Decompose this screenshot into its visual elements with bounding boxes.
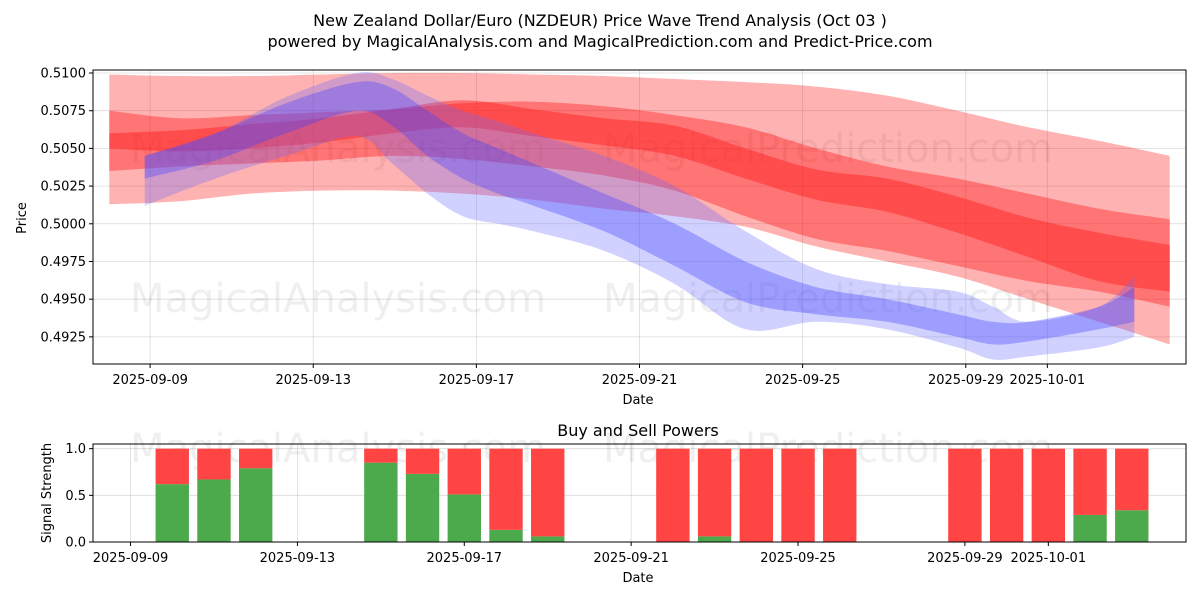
- signal-x-ticks: 2025-09-09 2025-09-13 2025-09-17 2025-09-21…: [93, 542, 1086, 566]
- price-x-tick-label: 2025-09-17: [439, 373, 515, 388]
- sell-bar: [656, 448, 690, 542]
- signal-x-tick-label: 2025-10-01: [1011, 551, 1087, 566]
- price-y-tick-label: 0.4975: [41, 255, 87, 270]
- signal-x-tick-label: 2025-09-29: [927, 551, 1003, 566]
- price-wave-bands: [109, 72, 1170, 360]
- sell-bar: [781, 448, 815, 542]
- price-band-red-wave-core: [109, 100, 1170, 292]
- sell-bar: [197, 448, 231, 480]
- watermark-top-left: MagicalAnalysis.com: [130, 126, 546, 172]
- buy-bar: [364, 462, 398, 542]
- price-x-tick-label: 2025-09-09: [112, 373, 188, 388]
- price-y-label: Price: [15, 202, 30, 234]
- signal-bars: [155, 448, 1149, 542]
- buy-bar: [239, 468, 273, 542]
- signal-plot-frame: [92, 443, 1187, 543]
- buy-bar: [1115, 510, 1149, 542]
- sell-bar: [239, 448, 273, 469]
- price-y-tick-label: 0.4925: [41, 330, 87, 345]
- buy-bar: [447, 494, 481, 542]
- price-y-tick-label: 0.5075: [41, 104, 87, 119]
- price-band-red-wave-wide: [109, 72, 1170, 345]
- signal-title: Buy and Sell Powers: [557, 421, 719, 440]
- signal-plot: Buy and Sell Powers MagicalAnalysis.com …: [40, 421, 1187, 586]
- buy-bar: [531, 536, 565, 542]
- signal-x-label: Date: [622, 571, 653, 586]
- sell-bar: [948, 448, 982, 542]
- price-x-ticks: 2025-09-09 2025-09-13 2025-09-17 2025-09-21…: [112, 364, 1085, 388]
- price-y-tick-label: 0.5050: [41, 142, 87, 157]
- sell-bar: [1115, 448, 1149, 511]
- signal-x-tick-label: 2025-09-13: [260, 551, 336, 566]
- watermark-bottom-left: MagicalAnalysis.com: [130, 426, 546, 472]
- price-grid: [93, 70, 1186, 364]
- price-x-tick-label: 2025-09-29: [928, 373, 1004, 388]
- price-y-tick-label: 0.5025: [41, 180, 87, 195]
- buy-bar: [405, 473, 440, 542]
- price-x-tick-label: 2025-09-21: [602, 373, 678, 388]
- sell-bar: [364, 448, 398, 463]
- watermark-mid-left: MagicalAnalysis.com: [130, 276, 546, 322]
- price-plot: MagicalAnalysis.com MagicalPrediction.co…: [15, 67, 1187, 408]
- price-y-tick-label: 0.5000: [41, 217, 87, 232]
- sell-bar: [405, 448, 440, 474]
- signal-y-tick-label: 0.0: [65, 536, 86, 551]
- sell-bar: [823, 448, 857, 542]
- signal-x-tick-label: 2025-09-17: [427, 551, 503, 566]
- price-band-blue-wave-wide: [144, 72, 1135, 360]
- price-y-tick-label: 0.5100: [41, 67, 87, 82]
- sell-bar: [1073, 448, 1107, 515]
- signal-y-label: Signal Strength: [40, 443, 55, 543]
- signal-y-ticks: 0.0 0.5 1.0: [65, 442, 93, 551]
- signal-x-tick-label: 2025-09-21: [593, 551, 669, 566]
- price-x-tick-label: 2025-09-25: [765, 373, 841, 388]
- buy-bar: [1073, 514, 1107, 542]
- watermark-top-right: MagicalPrediction.com: [603, 126, 1053, 172]
- sell-bar: [1031, 448, 1066, 542]
- price-band-red-wave-mid: [109, 101, 1170, 307]
- sell-bar: [447, 448, 481, 495]
- watermark-mid-right: MagicalPrediction.com: [603, 276, 1053, 322]
- chart-title: New Zealand Dollar/Euro (NZDEUR) Price W…: [313, 11, 887, 30]
- buy-bar: [197, 479, 231, 542]
- buy-bar: [489, 529, 523, 542]
- signal-x-tick-label: 2025-09-09: [93, 551, 169, 566]
- price-y-tick-label: 0.4950: [41, 293, 87, 308]
- sell-bar: [989, 448, 1024, 542]
- sell-bar: [489, 448, 523, 530]
- signal-y-tick-label: 0.5: [65, 489, 86, 504]
- price-x-tick-label: 2025-09-13: [275, 373, 351, 388]
- price-x-tick-label: 2025-10-01: [1010, 373, 1086, 388]
- sell-bar: [531, 448, 565, 537]
- signal-y-tick-label: 1.0: [65, 442, 86, 457]
- buy-bar: [697, 536, 732, 542]
- chart-subtitle: powered by MagicalAnalysis.com and Magic…: [267, 32, 932, 51]
- price-watermarks: MagicalAnalysis.com MagicalPrediction.co…: [130, 126, 1053, 322]
- sell-bar: [155, 448, 189, 485]
- buy-bar: [155, 484, 189, 542]
- price-band-blue-wave-core: [144, 81, 1135, 345]
- sell-bar: [697, 448, 732, 537]
- signal-x-tick-label: 2025-09-25: [760, 551, 836, 566]
- price-y-ticks: 0.4925 0.4950 0.4975 0.5000 0.5025 0.5050 0.50…: [41, 67, 93, 345]
- sell-bar: [739, 448, 773, 542]
- price-x-label: Date: [622, 393, 653, 408]
